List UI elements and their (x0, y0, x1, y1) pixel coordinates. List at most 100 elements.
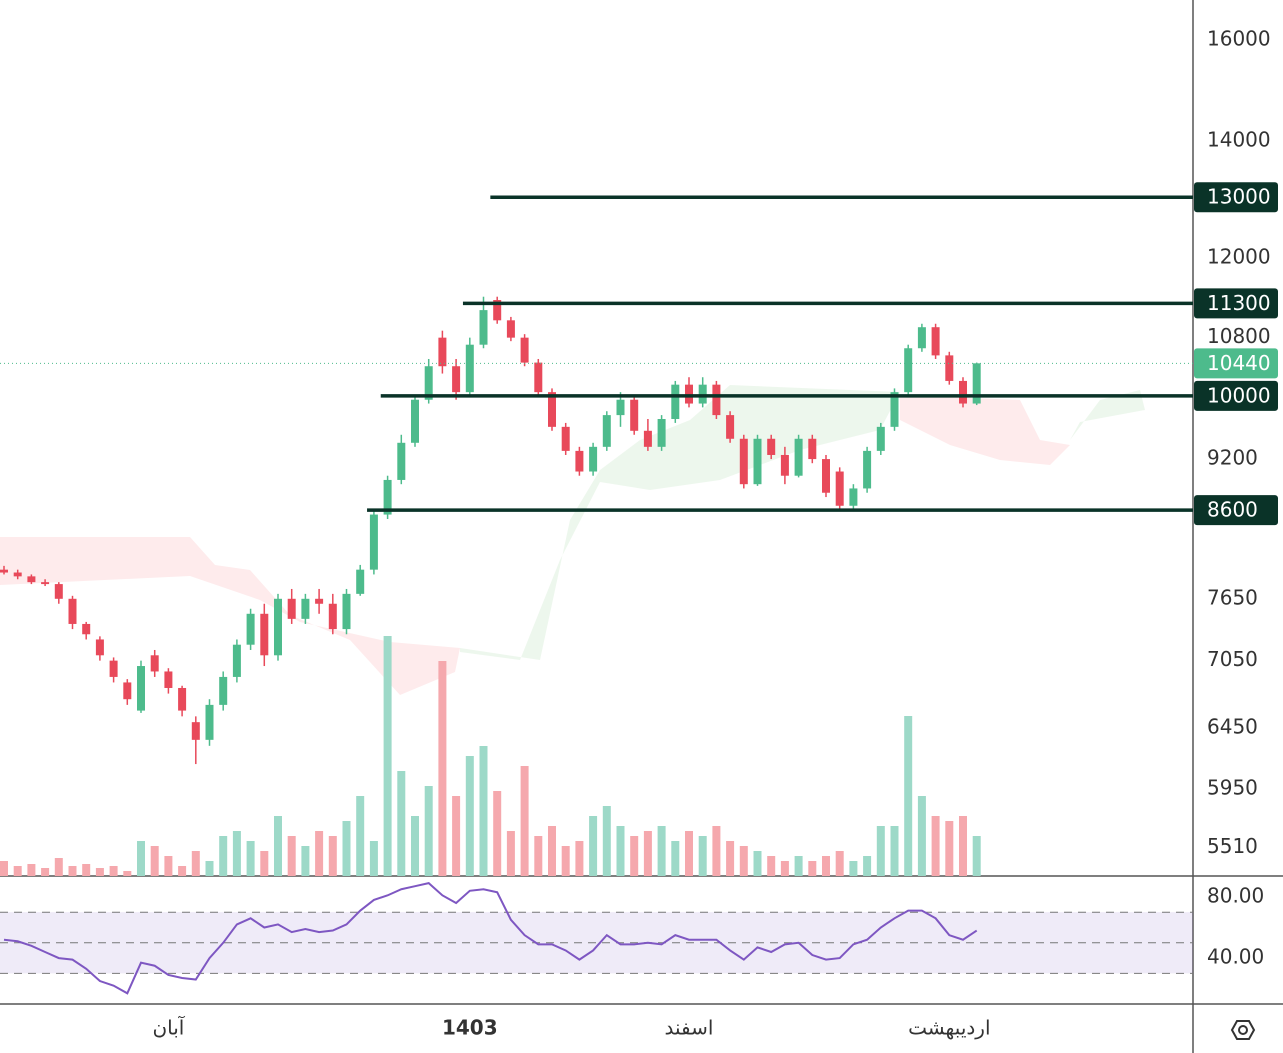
volume-bar (287, 836, 296, 876)
volume-bar (506, 831, 515, 876)
candle-body (794, 438, 803, 476)
candle-body (520, 337, 529, 363)
candle-body (972, 363, 981, 404)
volume-bar (685, 831, 693, 876)
candle-body (411, 399, 419, 443)
candle-body (438, 337, 447, 367)
y-tick-label: 12000 (1207, 244, 1271, 268)
candle-body (397, 442, 406, 480)
candle-body (835, 471, 844, 506)
candle-body (232, 644, 241, 677)
candle-body (164, 671, 173, 688)
volume-bar (972, 836, 981, 876)
candle-body (274, 598, 282, 656)
candle-body (369, 514, 378, 570)
volume-bar (616, 826, 625, 876)
x-tick-label: اسفند (665, 1016, 714, 1040)
candle-body (123, 682, 132, 700)
candle-body (13, 572, 22, 577)
level-label: 8600 (1207, 498, 1258, 522)
volume-bar (753, 851, 762, 876)
volume-bar (767, 856, 776, 876)
volume-bar (41, 868, 50, 876)
volume-bar (630, 836, 639, 876)
candle-body (356, 569, 365, 594)
x-tick-label: اردیبهشت (908, 1016, 990, 1040)
volume-bar (643, 831, 652, 876)
candle-body (479, 310, 488, 345)
volume-bar (561, 846, 570, 876)
candle-body (931, 327, 940, 356)
candle-body (780, 454, 789, 476)
volume-bar (369, 841, 378, 876)
volume-bar (95, 868, 104, 876)
candle-body (630, 399, 639, 431)
rsi-line (3, 882, 978, 995)
level-label-box (1194, 182, 1278, 213)
volume-bar (191, 851, 200, 876)
y-tick-label: 16000 (1207, 27, 1271, 51)
volume-bar (424, 786, 433, 876)
candle-body (917, 327, 926, 349)
volume-bar (520, 766, 529, 876)
volume-bar (150, 846, 159, 876)
volume-bar (301, 846, 310, 876)
candle-body (68, 598, 77, 624)
level-label: 13000 (1207, 185, 1271, 209)
rsi-tick-label: 40.00 (1207, 945, 1264, 969)
volume-bar (671, 841, 680, 876)
candle-body (945, 355, 954, 381)
volume-bar (274, 816, 282, 876)
candle-body (822, 459, 830, 493)
volume-bar (205, 861, 214, 876)
volume-bar (123, 871, 132, 876)
volume-bar (246, 841, 255, 876)
candle-body (137, 666, 145, 711)
last-price-label: 10440 (1207, 351, 1271, 375)
y-tick-label: 10800 (1207, 324, 1271, 348)
volume-bar (739, 846, 748, 876)
volume-bar (397, 771, 406, 876)
candle-body (287, 598, 296, 619)
volume-bar (54, 858, 63, 876)
level-label: 10000 (1207, 383, 1271, 407)
candle-body (575, 450, 584, 472)
candle-body (876, 426, 885, 451)
y-tick-label: 5950 (1207, 776, 1258, 800)
level-label-box (1194, 380, 1278, 411)
level-label: 11300 (1207, 291, 1271, 315)
y-tick-label: 6450 (1207, 715, 1258, 739)
volume-bar (493, 791, 502, 876)
candle-body (109, 660, 118, 677)
candle-body (698, 384, 707, 404)
volume-bar (945, 821, 954, 876)
volume-bar (479, 746, 488, 876)
settings-icon[interactable] (1230, 1020, 1256, 1040)
candle-body (191, 722, 200, 740)
candle-body (27, 576, 36, 583)
candle-body (82, 623, 91, 635)
cloud-green (1070, 390, 1145, 440)
candle-body (767, 438, 776, 455)
volume-bar (726, 841, 735, 876)
candle-body (424, 366, 433, 400)
last-price-box (1194, 348, 1278, 379)
y-tick-label: 5510 (1207, 834, 1258, 858)
volume-bar (411, 816, 419, 876)
candle-body (493, 300, 502, 321)
candle-body (561, 426, 570, 451)
y-tick-label: 7650 (1207, 585, 1258, 609)
volume-bar (822, 856, 830, 876)
volume-bar (602, 806, 611, 876)
volume-bar (534, 836, 543, 876)
candle-body (260, 613, 269, 656)
volume-bar (917, 796, 926, 876)
volume-bar (698, 836, 707, 876)
candle-body (548, 392, 556, 427)
volume-bar (438, 661, 447, 876)
volume-bar (712, 826, 721, 876)
candle-body (671, 384, 680, 419)
candle-body (246, 613, 255, 645)
candle-body (219, 676, 228, 705)
